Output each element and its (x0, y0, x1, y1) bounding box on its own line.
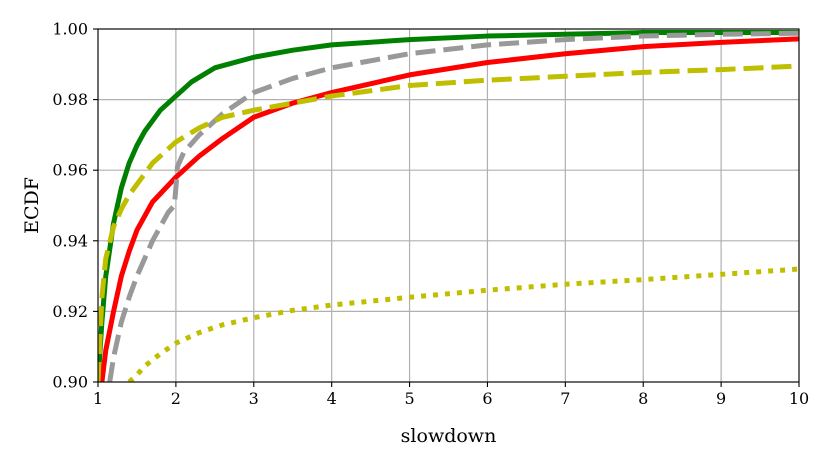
x-tick-label: 5 (404, 389, 414, 408)
series-layer (98, 30, 799, 382)
series-line-3-dashed (107, 30, 799, 382)
series-line-1-solid (98, 30, 799, 382)
x-axis-label: slowdown (401, 425, 497, 447)
y-tick-label: 0.98 (52, 90, 88, 109)
series-line-5-dotted (127, 266, 799, 382)
x-tick-label: 2 (171, 389, 181, 408)
x-tick-label: 10 (789, 389, 809, 408)
x-tick-label: 7 (560, 389, 570, 408)
series-line-4-dashed (98, 63, 799, 382)
x-tick-label: 3 (249, 389, 259, 408)
y-tick-label: 0.96 (52, 161, 88, 180)
plot-frame (97, 28, 800, 383)
axes-layer: 1 2 3 4 5 6 7 8 9 10 0.90 0.92 0.94 0.96 0.98 1.00 (52, 20, 809, 409)
x-tick-label: 9 (716, 389, 726, 408)
y-tick-label: 0.94 (52, 231, 88, 250)
series-line-2-solid (99, 36, 799, 382)
x-tick-label: 4 (327, 389, 337, 408)
y-tick-label: 0.90 (52, 373, 88, 392)
x-tick-label: 1 (93, 389, 103, 408)
y-tick-label: 1.00 (52, 20, 88, 39)
y-tick-label: 0.92 (52, 302, 88, 321)
x-tick-label: 8 (638, 389, 648, 408)
x-tick-label: 6 (482, 389, 492, 408)
y-axis-label: ECDF (21, 177, 43, 234)
